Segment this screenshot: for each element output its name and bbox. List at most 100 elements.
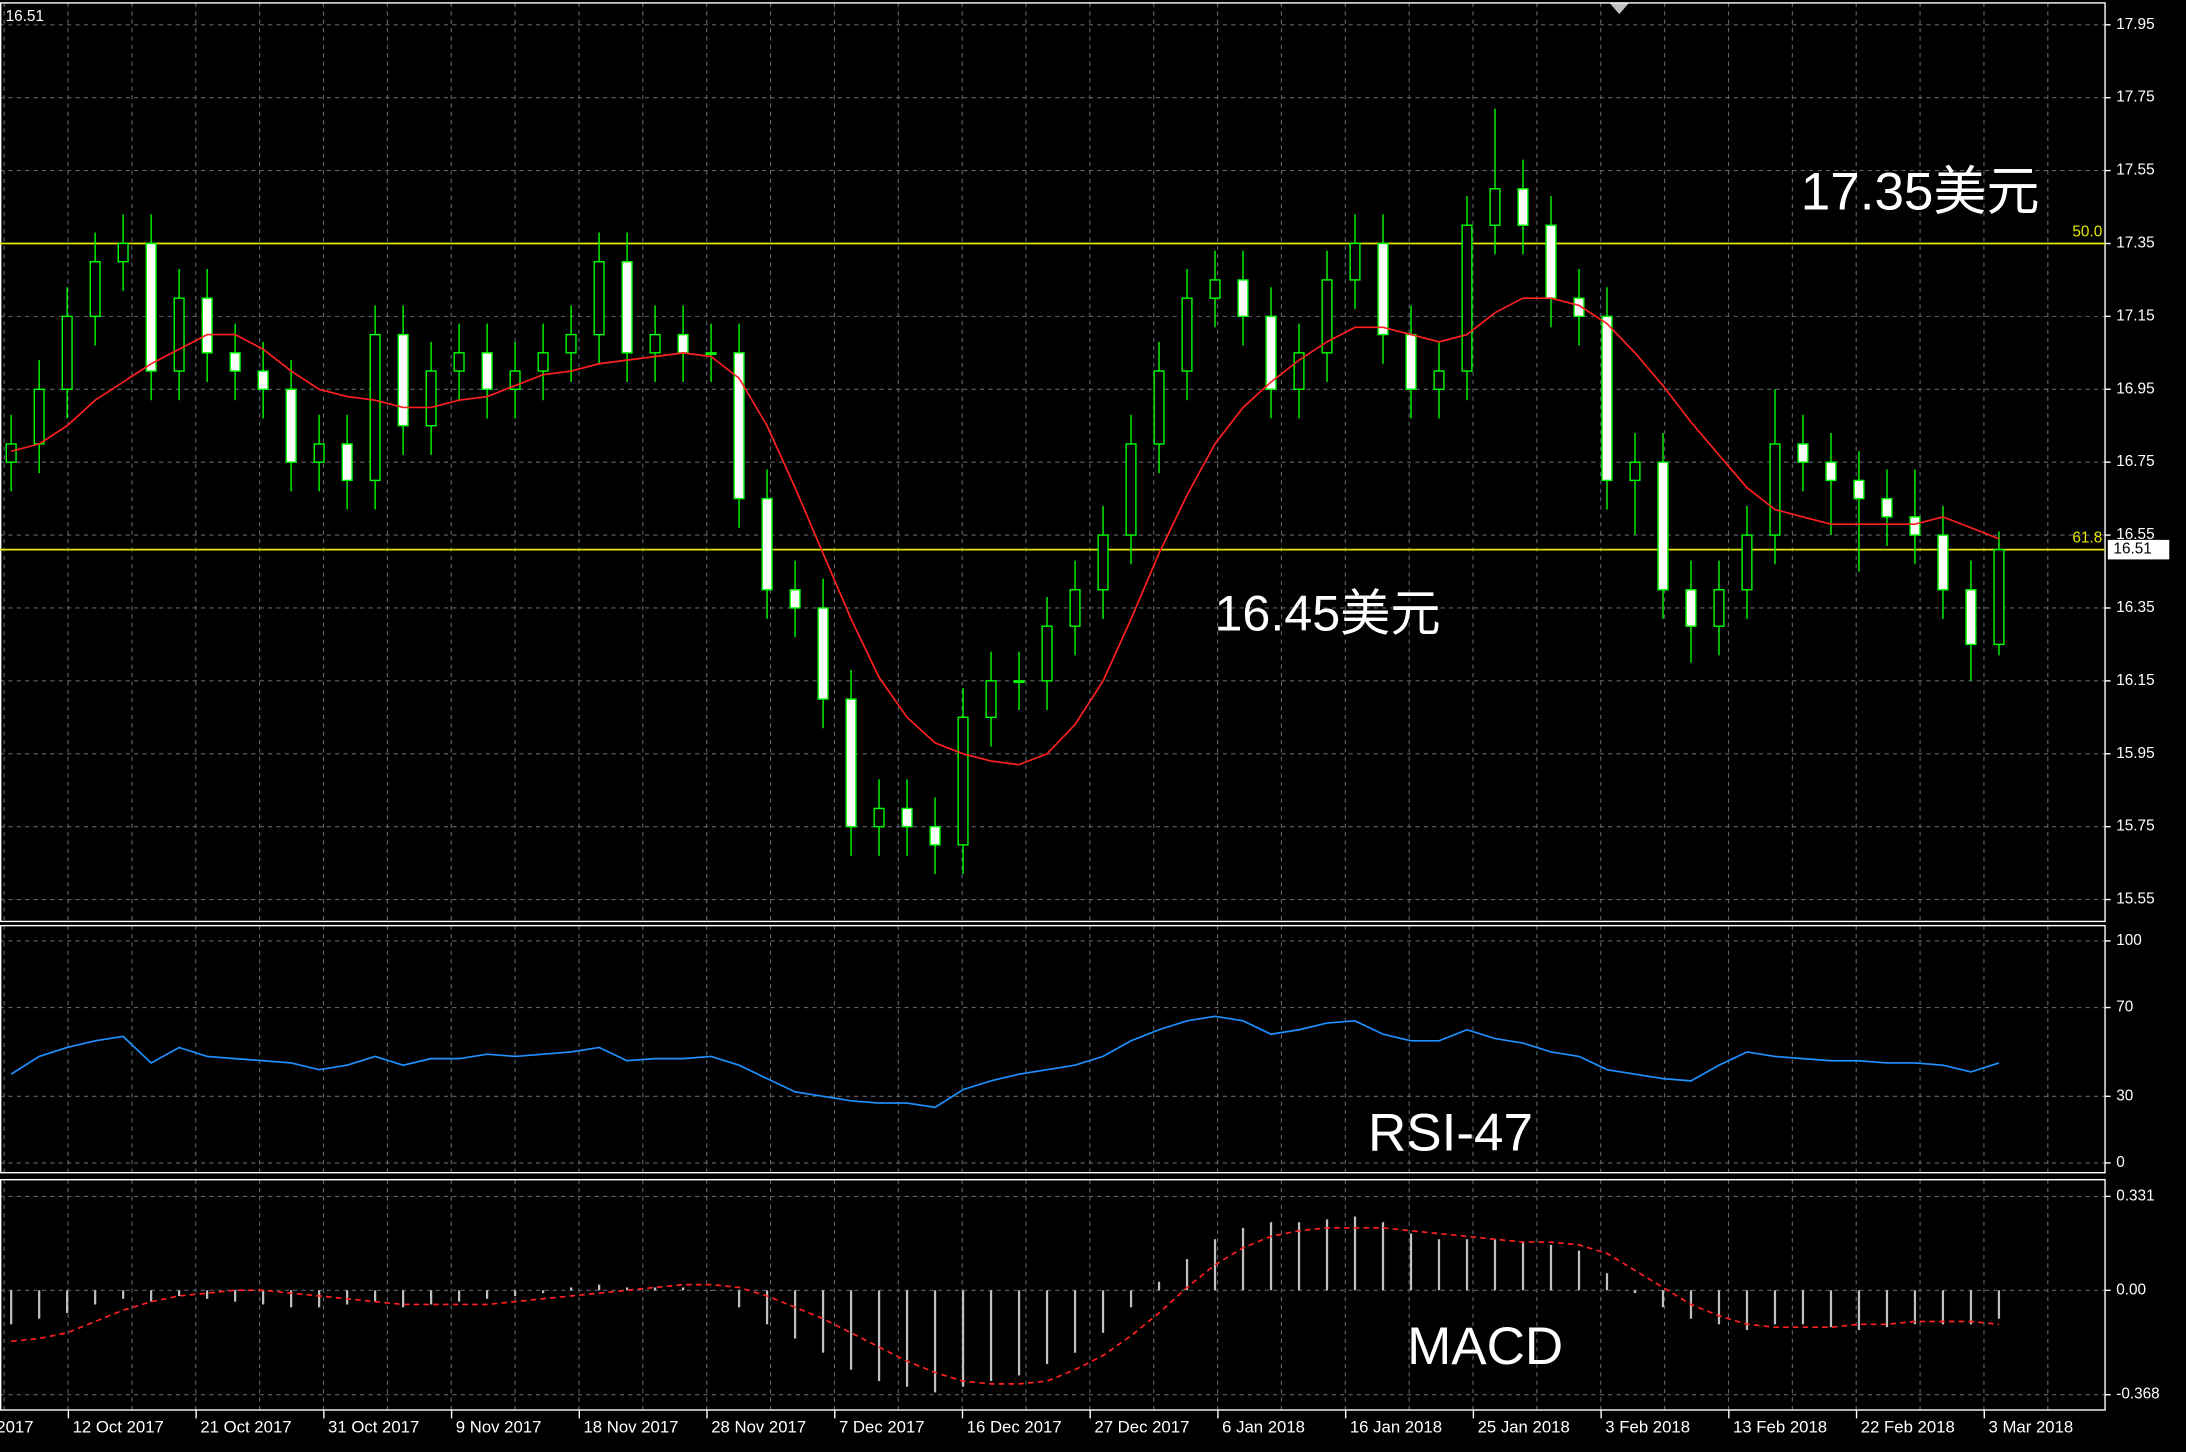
candle-body bbox=[1937, 534, 1949, 591]
macd-bar bbox=[430, 1290, 433, 1305]
y-tick-label: 70 bbox=[2116, 999, 2133, 1016]
macd-bar bbox=[38, 1290, 41, 1319]
candle-body bbox=[621, 261, 633, 354]
x-tick-label: 13 Feb 2018 bbox=[1733, 1418, 1827, 1437]
macd-bar bbox=[1157, 1281, 1161, 1291]
candle-body bbox=[1797, 443, 1809, 463]
macd-bar bbox=[1493, 1239, 1497, 1291]
candle-body bbox=[33, 388, 45, 445]
moving-average bbox=[10, 297, 2000, 766]
macd-bar bbox=[1717, 1290, 1721, 1325]
candle-body bbox=[1377, 242, 1389, 336]
macd-bar bbox=[1465, 1239, 1469, 1291]
candle-body bbox=[1237, 279, 1249, 318]
candle-body bbox=[1713, 589, 1725, 627]
macd-bar bbox=[122, 1290, 125, 1299]
candle-body bbox=[1629, 461, 1641, 482]
panel-frame bbox=[0, 2, 2106, 923]
candle-body bbox=[1545, 224, 1557, 299]
y-tick-label: 100 bbox=[2116, 932, 2142, 949]
candle-body bbox=[1909, 516, 1921, 536]
candle-body bbox=[1685, 589, 1697, 627]
y-tick-label: 17.75 bbox=[2116, 89, 2154, 106]
candle-body bbox=[677, 333, 689, 354]
y-tick-label: 17.15 bbox=[2116, 307, 2154, 324]
x-tick-label: 7 Dec 2017 bbox=[839, 1418, 925, 1437]
macd-bar bbox=[10, 1290, 13, 1325]
candle-body bbox=[1209, 279, 1221, 299]
macd-bar bbox=[765, 1290, 769, 1325]
macd-bar bbox=[933, 1290, 937, 1393]
macd-bar bbox=[821, 1290, 825, 1353]
x-tick-label: 16 Dec 2017 bbox=[967, 1418, 1062, 1437]
candle-body bbox=[1433, 370, 1445, 390]
candle-body bbox=[1181, 297, 1193, 372]
macd-bar bbox=[653, 1287, 657, 1291]
macd-bar bbox=[1073, 1290, 1077, 1353]
candle-body bbox=[313, 443, 325, 463]
macd-bar bbox=[1549, 1244, 1553, 1291]
macd-bar bbox=[1745, 1290, 1749, 1331]
macd-bar bbox=[1437, 1239, 1441, 1291]
candle-body bbox=[1993, 548, 2005, 646]
macd-signal bbox=[11, 1226, 2000, 1385]
candle-body bbox=[1013, 680, 1025, 683]
macd-bar bbox=[1605, 1273, 1609, 1291]
candle-body bbox=[481, 352, 493, 390]
macd-bar bbox=[1101, 1290, 1105, 1333]
candle-body bbox=[873, 807, 885, 828]
candle-body bbox=[1069, 589, 1081, 627]
y-tick-label: 16.75 bbox=[2116, 453, 2154, 470]
candle-body bbox=[1657, 461, 1669, 591]
candle-body bbox=[285, 388, 297, 463]
candle-body bbox=[425, 370, 437, 427]
candle-body bbox=[1405, 333, 1417, 390]
candle-body bbox=[5, 443, 17, 463]
candle-body bbox=[145, 242, 157, 372]
candle-body bbox=[1601, 315, 1613, 482]
y-tick-label: 17.95 bbox=[2116, 16, 2154, 33]
candle-body bbox=[929, 825, 941, 846]
macd-bar bbox=[1857, 1290, 1861, 1331]
macd-bar bbox=[1885, 1290, 1889, 1328]
macd-bar bbox=[458, 1290, 461, 1302]
macd-bar bbox=[346, 1290, 349, 1305]
macd-bar bbox=[1129, 1290, 1133, 1308]
candle-body bbox=[845, 698, 857, 828]
macd-bar bbox=[513, 1290, 517, 1296]
macd-bar bbox=[485, 1290, 489, 1299]
macd-bar bbox=[1297, 1222, 1301, 1291]
candle-body bbox=[1321, 279, 1333, 354]
candle-body bbox=[1125, 443, 1137, 536]
candle-body bbox=[201, 297, 213, 354]
x-tick-label: 3 Feb 2018 bbox=[1605, 1418, 1690, 1437]
y-tick-label: 0.00 bbox=[2116, 1281, 2146, 1298]
annotation: 17.35美元 bbox=[1801, 163, 2040, 222]
candle-body bbox=[89, 261, 101, 318]
y-tick-label: 15.55 bbox=[2116, 891, 2154, 908]
x-tick-label: 3 Mar 2018 bbox=[1988, 1418, 2073, 1437]
macd-bar bbox=[597, 1284, 601, 1291]
level-label: 61.8 bbox=[2072, 530, 2102, 547]
macd-bar bbox=[374, 1290, 377, 1302]
candle-body bbox=[1153, 370, 1165, 445]
y-tick-label: 0 bbox=[2116, 1154, 2125, 1171]
macd-bar bbox=[1773, 1290, 1777, 1325]
x-tick-label: 12 Oct 2017 bbox=[73, 1418, 164, 1437]
candle-body bbox=[1461, 224, 1473, 372]
y-tick-label: 16.15 bbox=[2116, 672, 2154, 689]
macd-bar bbox=[150, 1290, 153, 1302]
candle-body bbox=[1573, 297, 1585, 318]
macd-bar bbox=[709, 1290, 713, 1291]
macd-bar bbox=[625, 1287, 629, 1291]
panel-label: RSI-47 bbox=[1368, 1103, 1533, 1162]
macd-bar bbox=[290, 1290, 293, 1308]
candle-body bbox=[733, 352, 745, 500]
macd-bar bbox=[1017, 1290, 1021, 1376]
x-tick-label: 2017 bbox=[0, 1418, 34, 1437]
x-tick-label: 31 Oct 2017 bbox=[328, 1418, 419, 1437]
candle-body bbox=[61, 315, 73, 390]
candle-body bbox=[229, 352, 241, 372]
macd-bar bbox=[1185, 1259, 1189, 1291]
